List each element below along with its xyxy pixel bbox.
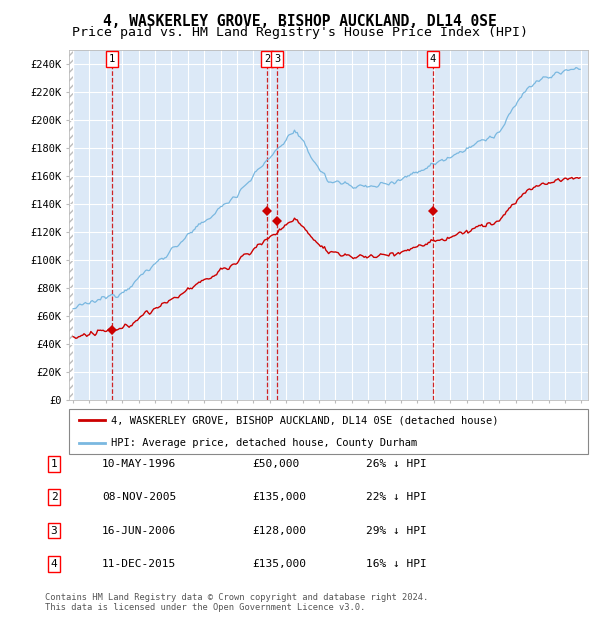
Text: 11-DEC-2015: 11-DEC-2015	[102, 559, 176, 569]
Text: HPI: Average price, detached house, County Durham: HPI: Average price, detached house, Coun…	[110, 438, 417, 448]
Polygon shape	[69, 50, 73, 400]
Text: 3: 3	[50, 526, 58, 536]
Text: Price paid vs. HM Land Registry's House Price Index (HPI): Price paid vs. HM Land Registry's House …	[72, 26, 528, 39]
Text: 4: 4	[430, 55, 436, 64]
Text: £135,000: £135,000	[252, 492, 306, 502]
Text: 08-NOV-2005: 08-NOV-2005	[102, 492, 176, 502]
Text: 16-JUN-2006: 16-JUN-2006	[102, 526, 176, 536]
Text: 16% ↓ HPI: 16% ↓ HPI	[366, 559, 427, 569]
Text: 1: 1	[109, 55, 115, 64]
Text: 3: 3	[274, 55, 281, 64]
Text: £128,000: £128,000	[252, 526, 306, 536]
Text: 10-MAY-1996: 10-MAY-1996	[102, 459, 176, 469]
Text: 2: 2	[264, 55, 271, 64]
Text: £50,000: £50,000	[252, 459, 299, 469]
Text: £135,000: £135,000	[252, 559, 306, 569]
Text: 26% ↓ HPI: 26% ↓ HPI	[366, 459, 427, 469]
Text: 4, WASKERLEY GROVE, BISHOP AUCKLAND, DL14 0SE (detached house): 4, WASKERLEY GROVE, BISHOP AUCKLAND, DL1…	[110, 415, 498, 425]
Text: 2: 2	[50, 492, 58, 502]
Text: Contains HM Land Registry data © Crown copyright and database right 2024.
This d: Contains HM Land Registry data © Crown c…	[45, 593, 428, 612]
FancyBboxPatch shape	[69, 409, 588, 454]
Text: 4: 4	[50, 559, 58, 569]
Text: 29% ↓ HPI: 29% ↓ HPI	[366, 526, 427, 536]
Text: 4, WASKERLEY GROVE, BISHOP AUCKLAND, DL14 0SE: 4, WASKERLEY GROVE, BISHOP AUCKLAND, DL1…	[103, 14, 497, 29]
Text: 1: 1	[50, 459, 58, 469]
Text: 22% ↓ HPI: 22% ↓ HPI	[366, 492, 427, 502]
